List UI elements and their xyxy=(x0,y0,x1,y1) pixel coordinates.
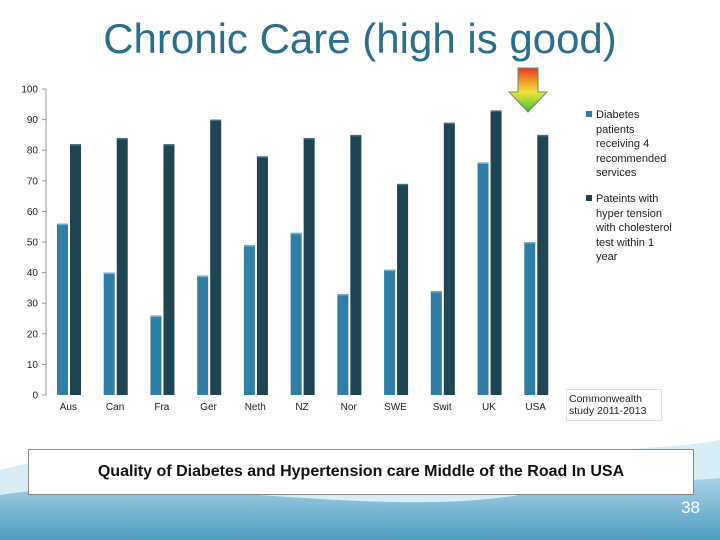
bar-2 xyxy=(490,110,502,396)
bar-2 xyxy=(163,144,175,395)
x-tick-label: UK xyxy=(482,402,496,413)
x-tick-label: Ger xyxy=(200,402,217,413)
bar-highlight xyxy=(524,242,536,244)
y-tick-label: 100 xyxy=(21,85,38,96)
legend-label-series-1: Diabetes patients receiving 4 recommende… xyxy=(596,109,667,179)
bar-highlight xyxy=(443,122,455,125)
legend-item-series-2: Pateints with hyper tension with cholest… xyxy=(586,192,678,265)
bar-highlight xyxy=(70,144,81,146)
bar-2 xyxy=(70,144,81,395)
chart-axes xyxy=(42,88,47,396)
x-tick-label: NZ xyxy=(295,402,308,413)
bar-1 xyxy=(243,245,255,395)
bar-highlight xyxy=(490,110,502,112)
x-tick-label: Swit xyxy=(433,402,452,413)
x-tick-label: Fra xyxy=(154,402,169,413)
bar-highlight xyxy=(303,137,315,140)
x-tick-label: SWE xyxy=(384,402,407,413)
bar-highlight xyxy=(197,275,209,278)
y-tick-label: 10 xyxy=(27,360,39,371)
y-tick-label: 60 xyxy=(27,207,39,218)
bar-highlight xyxy=(384,269,396,272)
y-tick-label: 90 xyxy=(27,115,39,126)
bar-2 xyxy=(256,156,268,395)
bar-highlight xyxy=(397,183,409,186)
caption-text: Quality of Diabetes and Hypertension car… xyxy=(97,463,625,480)
y-tick-label: 50 xyxy=(27,238,39,249)
chart-legend: Diabetes patients receiving 4 recommende… xyxy=(586,108,678,181)
caption-box: Quality of Diabetes and Hypertension car… xyxy=(28,449,694,495)
bar-2 xyxy=(350,134,362,395)
source-note: Commonwealth study 2011-2013 xyxy=(566,389,662,421)
gradient-down-arrow-icon xyxy=(507,67,549,113)
bar-1 xyxy=(477,162,489,395)
x-tick-label: Aus xyxy=(60,402,77,413)
bar-highlight xyxy=(256,156,268,158)
y-tick-label: 80 xyxy=(27,146,39,157)
x-tick-label: Neth xyxy=(245,402,266,413)
legend-swatch-series-1 xyxy=(586,111,592,117)
bar-1 xyxy=(103,272,115,395)
bar-2 xyxy=(303,137,315,395)
x-tick-label: Nor xyxy=(341,402,358,413)
bar-highlight xyxy=(350,134,362,137)
bar-highlight xyxy=(57,223,68,226)
bar-highlight xyxy=(290,232,302,235)
bar-highlight xyxy=(243,245,255,247)
y-tick-label: 0 xyxy=(32,391,38,402)
bar-highlight xyxy=(337,294,349,296)
bar-highlight xyxy=(430,290,442,293)
legend-label-series-2: Pateints with hyper tension with cholest… xyxy=(596,193,672,263)
bar-1 xyxy=(430,290,442,395)
legend-swatch-series-2 xyxy=(586,195,592,201)
page-number: 38 xyxy=(681,498,700,517)
x-tick-label: USA xyxy=(525,402,546,413)
bar-2 xyxy=(443,122,455,395)
bar-2 xyxy=(397,183,409,395)
chart-bars xyxy=(57,110,549,396)
bar-highlight xyxy=(163,144,175,146)
chart-legend-2: Pateints with hyper tension with cholest… xyxy=(586,192,678,265)
bar-highlight xyxy=(210,119,222,122)
bar-2 xyxy=(537,134,549,395)
slide-title: Chronic Care (high is good) xyxy=(103,15,617,62)
bar-1 xyxy=(384,269,396,395)
bar-1 xyxy=(337,294,349,395)
bar-2 xyxy=(210,119,222,395)
bar-1 xyxy=(197,275,209,395)
bar-highlight xyxy=(477,162,489,164)
legend-item-series-1: Diabetes patients receiving 4 recommende… xyxy=(586,108,678,181)
y-tick-label: 70 xyxy=(27,176,39,187)
bar-1 xyxy=(524,242,536,395)
y-tick-label: 20 xyxy=(27,329,39,340)
bar-1 xyxy=(150,315,162,395)
bar-highlight xyxy=(150,315,162,317)
y-tick-label: 30 xyxy=(27,299,39,310)
bar-highlight xyxy=(103,272,115,275)
chart-labels: 0 10 20 30 40 50 60 70 80 90 100 Aus Can Fra Ger Neth NZ… xyxy=(21,85,546,414)
y-tick-label: 40 xyxy=(27,268,39,279)
x-tick-label: Can xyxy=(106,402,124,413)
bar-1 xyxy=(57,223,68,395)
bar-2 xyxy=(116,137,128,395)
bar-highlight xyxy=(537,134,549,137)
bar-highlight xyxy=(116,137,128,140)
bar-1 xyxy=(290,232,302,395)
